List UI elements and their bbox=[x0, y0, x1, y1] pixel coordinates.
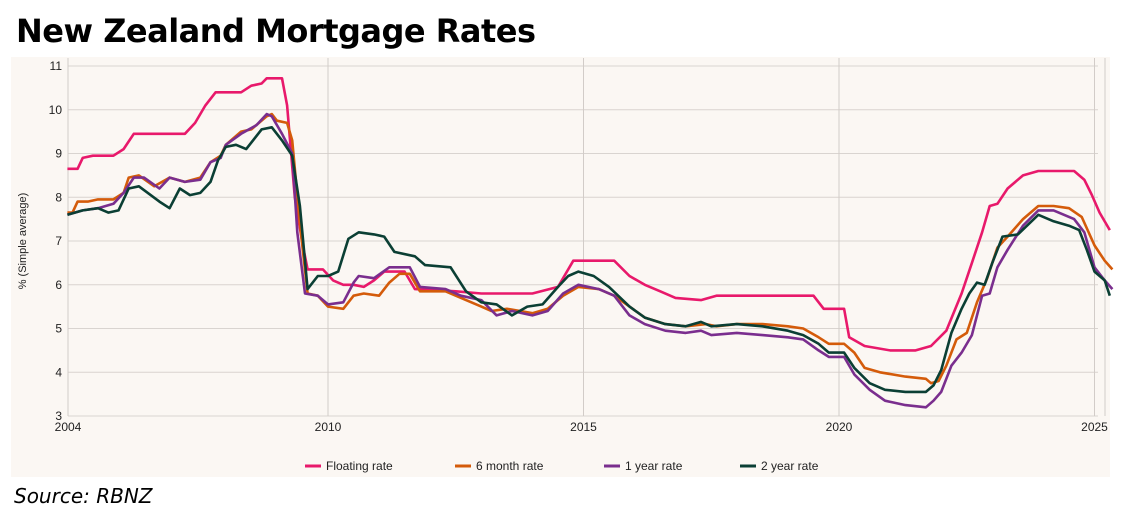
y-tick-label: 3 bbox=[55, 409, 62, 423]
legend-label: 1 year rate bbox=[625, 459, 683, 473]
y-tick-label: 6 bbox=[55, 278, 62, 292]
x-tick-label: 2010 bbox=[315, 420, 342, 434]
y-axis-label: % (Simple average) bbox=[17, 193, 29, 290]
y-tick-label: 10 bbox=[49, 103, 63, 117]
y-tick-label: 4 bbox=[55, 365, 62, 379]
x-tick-label: 2025 bbox=[1081, 420, 1108, 434]
series-line-0 bbox=[67, 77, 1111, 352]
x-tick-label: 2015 bbox=[570, 420, 597, 434]
series-line-1 bbox=[67, 112, 1114, 385]
page-title: New Zealand Mortgage Rates bbox=[16, 12, 536, 50]
legend-label: 6 month rate bbox=[476, 459, 544, 473]
legend-label: 2 year rate bbox=[761, 459, 819, 473]
y-tick-label: 11 bbox=[50, 59, 63, 73]
source-note: Source: RBNZ bbox=[14, 484, 153, 508]
y-tick-label: 5 bbox=[55, 322, 62, 336]
legend-label: Floating rate bbox=[326, 459, 393, 473]
x-tick-label: 2004 bbox=[55, 420, 82, 434]
y-tick-label: 8 bbox=[55, 190, 62, 204]
y-tick-label: 9 bbox=[55, 147, 62, 161]
y-tick-label: 7 bbox=[55, 234, 62, 248]
x-tick-label: 2020 bbox=[826, 420, 853, 434]
series-line-3 bbox=[67, 126, 1112, 394]
